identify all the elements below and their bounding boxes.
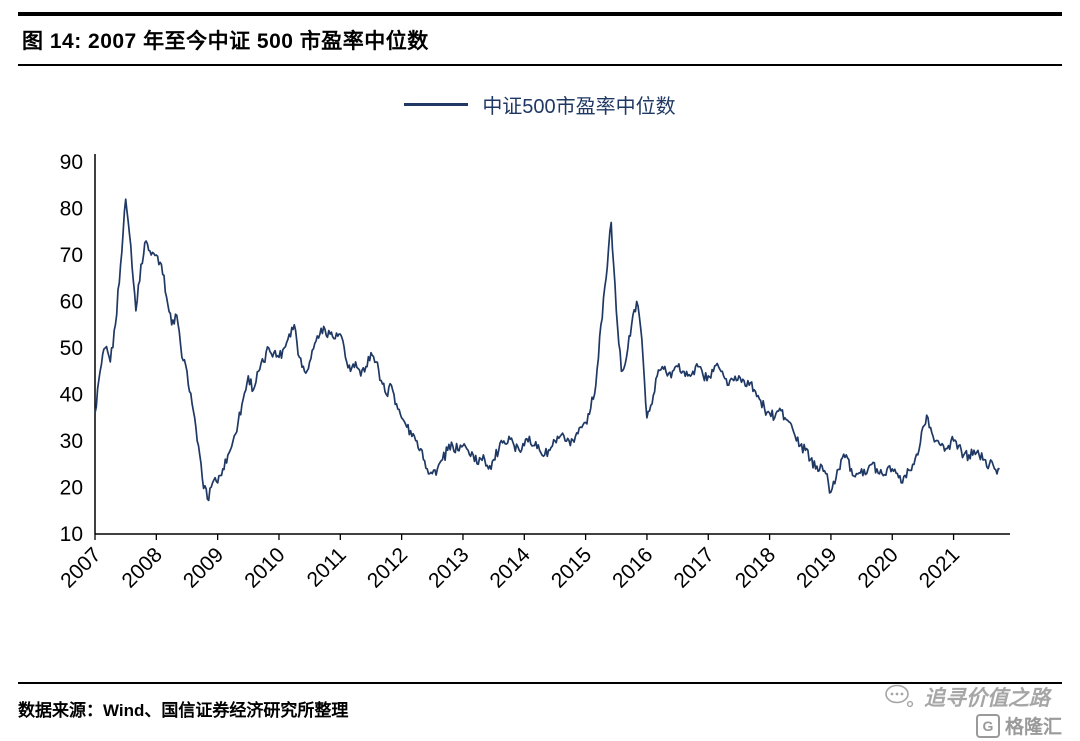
watermark: 追寻价值之路	[884, 682, 1050, 712]
x-tick-label: 2021	[915, 543, 964, 592]
gelonghui-logo-text: 格隆汇	[1004, 717, 1062, 738]
y-tick-label: 30	[60, 430, 83, 453]
x-tick-label: 2007	[56, 543, 105, 592]
y-tick-label: 40	[60, 384, 83, 407]
x-tick-label: 2019	[792, 543, 841, 592]
chat-bubble-icon	[885, 684, 914, 708]
x-tick-label: 2014	[486, 543, 536, 593]
figure-title: 图 14: 2007 年至今中证 500 市盈率中位数	[22, 30, 429, 53]
y-tick-label: 70	[60, 244, 83, 267]
x-tick-label: 2016	[608, 543, 657, 592]
x-tick-label: 2009	[179, 543, 228, 592]
x-tick-label: 2013	[424, 543, 473, 592]
x-tick-label: 2018	[731, 543, 780, 592]
figure-header: 图 14: 2007 年至今中证 500 市盈率中位数	[18, 12, 1062, 66]
y-tick-label: 90	[60, 151, 83, 174]
y-tick-label: 60	[60, 291, 83, 314]
watermark-text: 追寻价值之路	[924, 687, 1050, 710]
pe-median-line	[94, 198, 1000, 502]
data-source: 数据来源：Wind、国信证券经济研究所整理	[18, 701, 349, 720]
x-tick-label: 2011	[303, 543, 351, 591]
legend-label: 中证500市盈率中位数	[482, 96, 676, 118]
y-tick-label: 80	[60, 198, 83, 221]
x-tick-label: 2008	[118, 543, 167, 592]
footer-divider	[18, 682, 1062, 684]
x-tick-label: 2012	[363, 543, 412, 592]
y-tick-label: 20	[60, 477, 83, 500]
x-tick-label: 2017	[670, 543, 719, 592]
y-tick-label: 10	[60, 523, 83, 546]
legend-line-swatch	[404, 103, 469, 106]
x-tick-label: 2010	[240, 543, 289, 592]
chart-legend: 中证500市盈率中位数	[0, 90, 1080, 119]
gelonghui-logo: G 格隆汇	[975, 712, 1062, 739]
x-tick-label: 2020	[853, 543, 902, 592]
x-tick-label: 2015	[547, 543, 596, 592]
gelonghui-logo-icon: G	[975, 713, 1000, 738]
y-tick-label: 50	[60, 337, 83, 360]
